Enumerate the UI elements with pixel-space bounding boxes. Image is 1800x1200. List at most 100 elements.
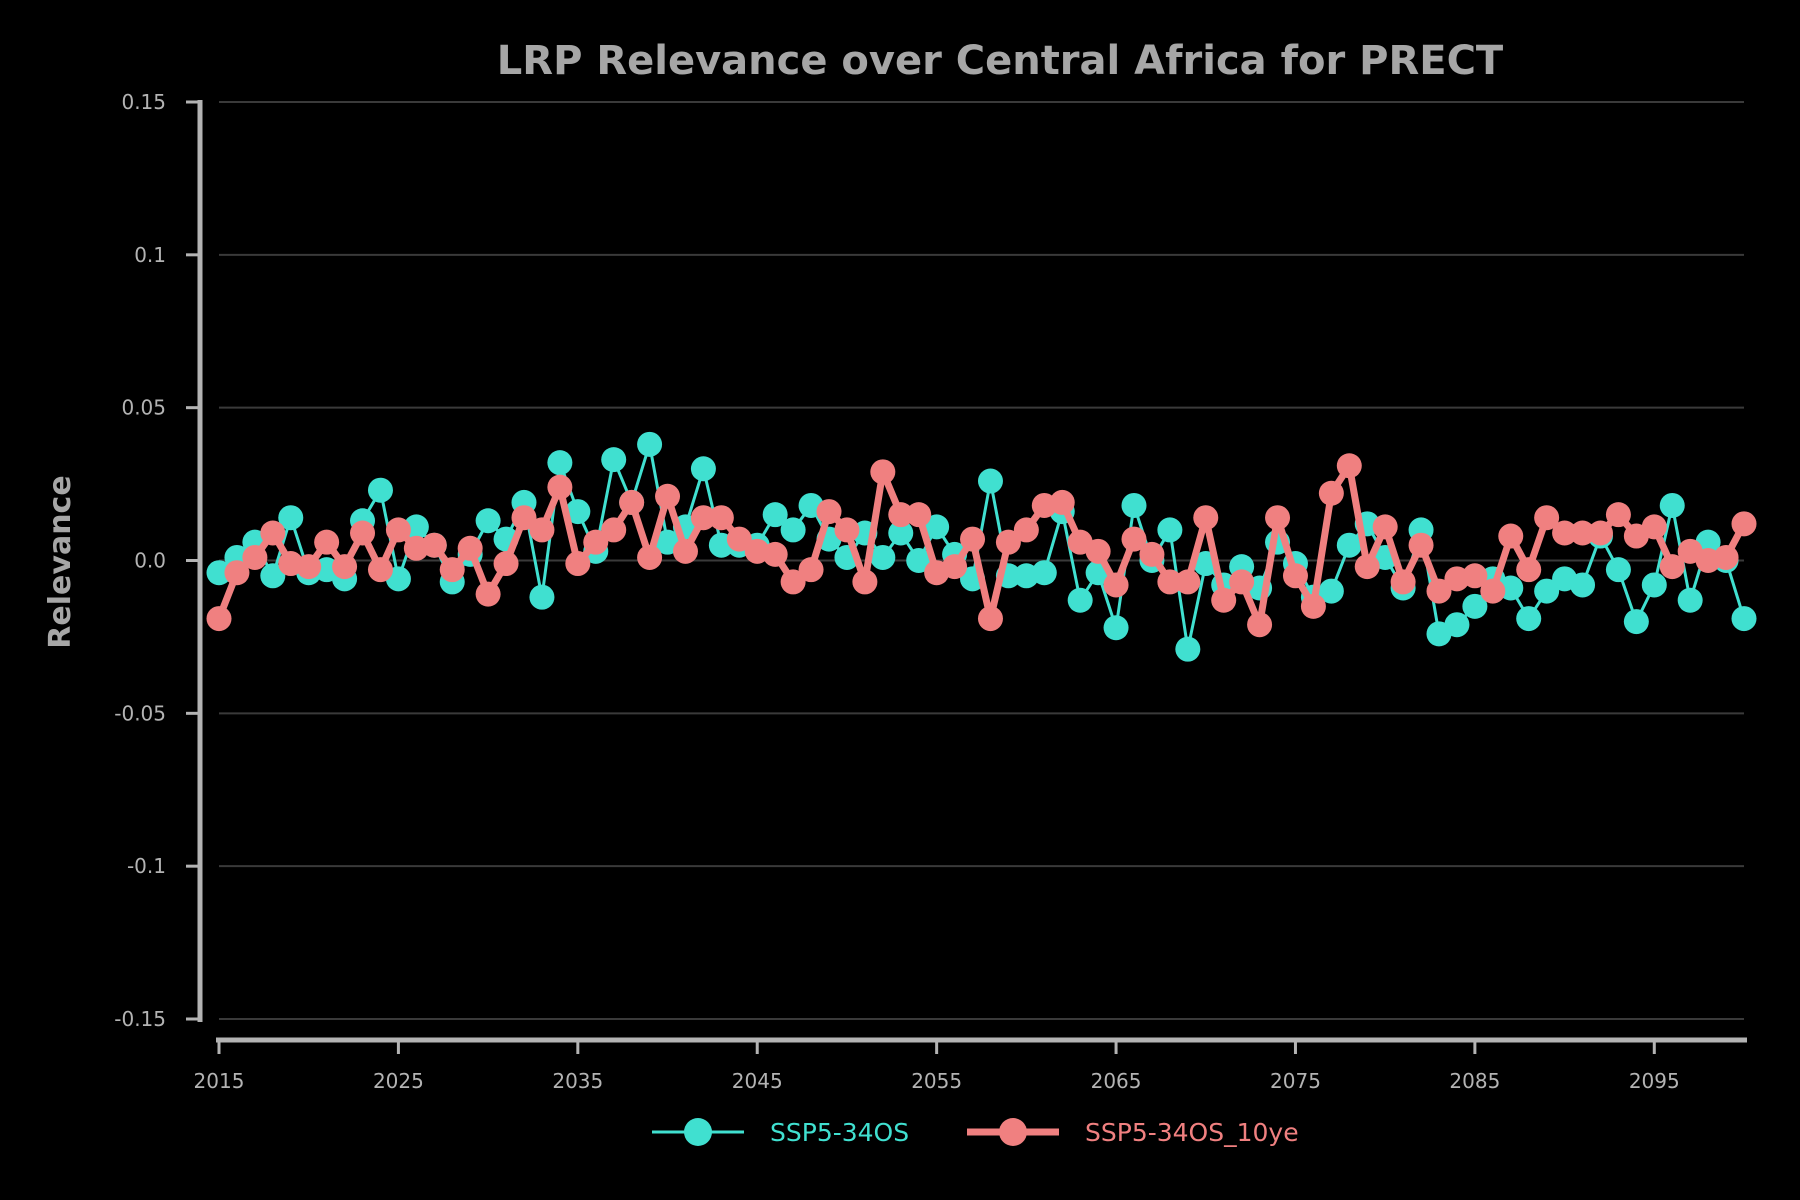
data-point xyxy=(906,548,932,573)
data-point xyxy=(475,508,501,534)
data-point xyxy=(1354,554,1380,580)
axis-ticks: 0.15 0.1 0.05 0.0 -0.05 -0.1 -0.15 2015 2025 2035… xyxy=(114,90,1679,1093)
data-point xyxy=(1282,563,1308,589)
data-point xyxy=(367,557,393,583)
data-point xyxy=(565,499,591,525)
y-tick-label: 0.1 xyxy=(134,243,166,267)
data-point xyxy=(1049,489,1075,515)
data-point xyxy=(296,554,322,580)
data-point xyxy=(1641,572,1667,598)
data-point xyxy=(1570,520,1596,546)
data-point xyxy=(421,532,447,558)
data-point xyxy=(977,606,1003,632)
data-point xyxy=(1587,520,1613,546)
data-point xyxy=(1659,554,1685,580)
data-point xyxy=(260,563,286,589)
data-point xyxy=(1211,587,1237,613)
data-point xyxy=(1103,572,1129,598)
data-point xyxy=(1121,526,1147,552)
legend-marker xyxy=(999,1118,1027,1146)
data-point xyxy=(547,474,573,500)
y-tick-label: -0.05 xyxy=(114,701,166,725)
data-point xyxy=(780,517,806,543)
data-point xyxy=(1390,569,1416,595)
chart-title: LRP Relevance over Central Africa for PR… xyxy=(497,38,1504,84)
legend-marker xyxy=(684,1118,712,1146)
data-point xyxy=(1336,453,1362,479)
data-point xyxy=(1067,587,1093,613)
data-point xyxy=(1659,492,1685,518)
data-point xyxy=(1713,544,1739,570)
data-point xyxy=(1516,606,1542,632)
data-point xyxy=(1175,636,1201,662)
data-point xyxy=(367,477,393,503)
data-point xyxy=(977,468,1003,494)
data-point xyxy=(870,459,896,485)
data-point xyxy=(619,489,645,515)
data-point xyxy=(1444,612,1470,638)
data-point xyxy=(601,517,627,543)
x-tick-label: 2035 xyxy=(552,1069,603,1093)
x-tick-label: 2055 xyxy=(911,1069,962,1093)
data-point xyxy=(1121,492,1147,518)
data-point xyxy=(511,505,537,531)
data-point xyxy=(1229,569,1255,595)
data-point xyxy=(780,569,806,595)
data-point xyxy=(995,529,1021,555)
data-point xyxy=(906,502,932,528)
data-point xyxy=(1013,517,1039,543)
legend-item-2: SSP5-34OS_10ye xyxy=(967,1118,1299,1147)
legend-item-1: SSP5-34OS xyxy=(652,1118,909,1147)
data-point xyxy=(1731,511,1757,537)
data-point xyxy=(834,517,860,543)
data-point xyxy=(798,557,824,583)
data-point xyxy=(601,447,627,473)
data-point xyxy=(726,526,752,552)
data-point xyxy=(762,502,788,528)
data-point xyxy=(924,514,950,540)
data-point xyxy=(1426,578,1452,604)
data-point xyxy=(1623,609,1649,635)
data-point xyxy=(960,526,986,552)
data-point xyxy=(1408,532,1434,558)
data-point xyxy=(1462,593,1488,619)
x-tick-label: 2075 xyxy=(1270,1069,1321,1093)
y-tick-label: 0.05 xyxy=(121,396,166,420)
data-point xyxy=(1534,578,1560,604)
data-point xyxy=(350,520,376,546)
data-point xyxy=(332,554,358,580)
data-point xyxy=(1462,563,1488,589)
data-point xyxy=(1265,505,1291,531)
data-point xyxy=(224,560,250,586)
data-point xyxy=(385,517,411,543)
data-point xyxy=(1031,560,1057,586)
data-point xyxy=(1157,569,1183,595)
x-tick-label: 2085 xyxy=(1449,1069,1500,1093)
legend-label: SSP5-34OS xyxy=(770,1118,909,1147)
data-point xyxy=(1300,593,1326,619)
y-tick-label: -0.1 xyxy=(127,854,166,878)
data-point xyxy=(565,551,591,577)
data-point xyxy=(1480,578,1506,604)
data-point xyxy=(260,520,286,546)
data-point xyxy=(672,538,698,564)
data-point xyxy=(637,544,663,570)
data-point xyxy=(888,520,914,546)
data-point xyxy=(1085,538,1111,564)
data-point xyxy=(1318,578,1344,604)
x-tick-label: 2025 xyxy=(373,1069,424,1093)
data-point xyxy=(583,529,609,555)
data-point xyxy=(708,505,734,531)
series-layer xyxy=(206,431,1757,662)
data-point xyxy=(942,554,968,580)
data-point xyxy=(439,557,465,583)
series-2 xyxy=(206,453,1757,638)
data-point xyxy=(1247,612,1273,638)
data-point xyxy=(762,541,788,567)
x-tick-label: 2045 xyxy=(732,1069,783,1093)
data-point xyxy=(1193,505,1219,531)
y-tick-label: 0.0 xyxy=(134,549,166,573)
data-point xyxy=(888,502,914,528)
data-point xyxy=(1534,505,1560,531)
